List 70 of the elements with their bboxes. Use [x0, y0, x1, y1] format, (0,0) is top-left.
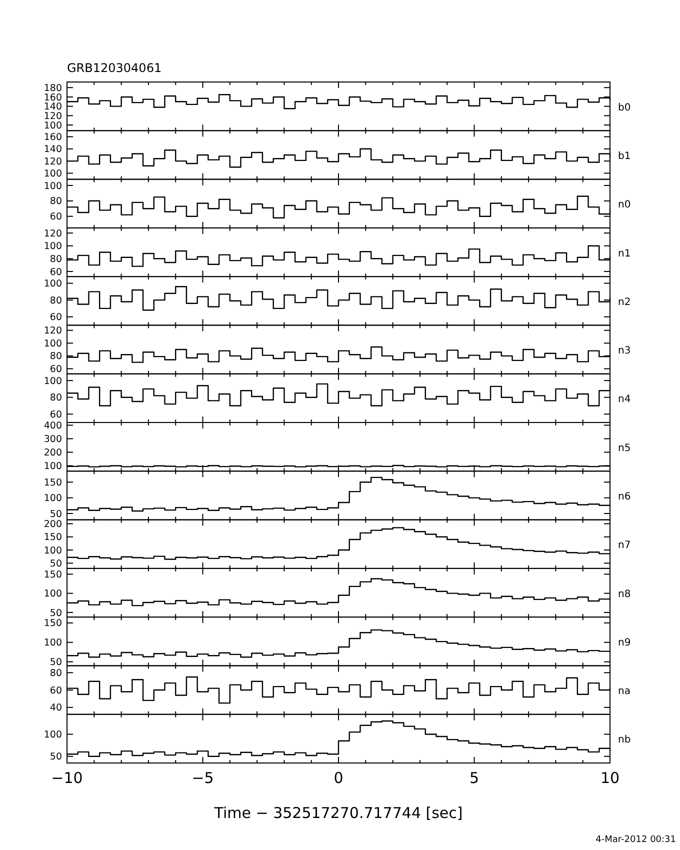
y-tick-label: 150 [44, 569, 62, 580]
legend-label: n6 [618, 491, 631, 502]
legend-label: n2 [618, 296, 631, 308]
y-tick-label: 60 [50, 266, 62, 278]
y-tick-label: 100 [44, 180, 62, 192]
y-tick-label: 140 [44, 144, 62, 156]
y-tick-label: 80 [50, 254, 62, 265]
x-tick-label: 10 [600, 769, 620, 787]
x-tick-label: −5 [192, 769, 214, 787]
y-tick-label: 50 [50, 657, 62, 668]
y-tick-label: 120 [44, 326, 62, 337]
y-tick-label: 60 [50, 409, 62, 420]
legend-label: n4 [618, 394, 631, 406]
y-tick-label: 100 [44, 638, 62, 649]
legend-label: nb [618, 734, 631, 746]
y-tick-label: 100 [44, 545, 62, 556]
y-tick-label: 140 [44, 102, 62, 113]
y-tick-label: 100 [44, 278, 62, 290]
y-tick-label: 100 [44, 376, 62, 387]
legend-label: b0 [618, 102, 631, 114]
y-tick-label: 100 [44, 338, 62, 350]
y-tick-label: 50 [50, 608, 62, 619]
y-tick-label: 50 [50, 558, 62, 570]
y-tick-label: 100 [44, 588, 62, 600]
y-tick-label: 180 [44, 82, 62, 94]
y-tick-label: 80 [50, 668, 62, 679]
y-tick-label: 100 [44, 168, 62, 180]
legend-label: n8 [618, 588, 631, 600]
y-tick-label: 160 [44, 132, 62, 144]
y-tick-label: 50 [50, 752, 62, 763]
y-tick-label: 40 [50, 702, 62, 714]
x-tick-label: 5 [469, 769, 480, 787]
y-tick-label: 100 [44, 120, 62, 132]
legend-label: n0 [618, 200, 631, 211]
chart-title: GRB120304061 [67, 61, 162, 75]
y-tick-label: 80 [50, 351, 62, 362]
legend-label: na [618, 686, 630, 698]
y-tick-label: 120 [44, 156, 62, 168]
y-tick-label: 80 [50, 196, 62, 208]
y-tick-label: 60 [50, 685, 62, 696]
y-tick-label: 150 [44, 477, 62, 488]
y-tick-label: 80 [50, 392, 62, 404]
y-tick-label: 100 [44, 241, 62, 252]
y-tick-label: 80 [50, 295, 62, 306]
y-tick-label: 120 [44, 110, 62, 122]
legend-label: n9 [618, 637, 631, 648]
y-tick-label: 200 [44, 448, 62, 459]
legend-label: n7 [618, 540, 631, 552]
x-axis-title: Time − 352517270.717744 [sec] [213, 804, 463, 822]
y-tick-label: 100 [44, 461, 62, 472]
legend-label: n3 [618, 346, 631, 357]
x-tick-label: 0 [334, 769, 344, 787]
y-tick-label: 100 [44, 493, 62, 504]
y-tick-label: 300 [44, 434, 62, 446]
text: 4-Mar-2012 00:31 [596, 835, 676, 845]
y-tick-label: 150 [44, 532, 62, 544]
y-tick-label: 200 [44, 519, 62, 530]
y-tick-label: 60 [50, 212, 62, 223]
legend-label: b1 [618, 150, 631, 162]
y-tick-label: 120 [44, 228, 62, 240]
y-tick-label: 60 [50, 312, 62, 324]
y-tick-label: 400 [44, 420, 62, 432]
y-tick-label: 150 [44, 618, 62, 630]
y-tick-label: 50 [50, 508, 62, 520]
y-tick-label: 160 [44, 92, 62, 104]
y-tick-label: 100 [44, 730, 62, 741]
x-tick-label: −10 [51, 769, 83, 787]
y-tick-label: 60 [50, 364, 62, 376]
legend-label: n5 [618, 442, 631, 454]
legend-label: n1 [618, 248, 631, 260]
